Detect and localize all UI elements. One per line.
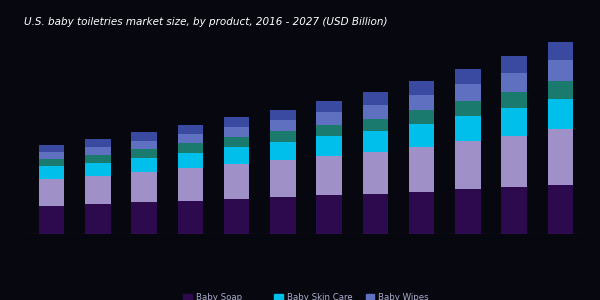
Bar (316, 125, 342, 136)
Bar (85, 147, 110, 155)
Bar (178, 153, 203, 168)
Legend: Baby Soap, Baby Shampoo, Baby Skin Care, Baby Hair Care, Baby Wipes, Others: Baby Soap, Baby Shampoo, Baby Skin Care,… (179, 290, 433, 300)
Bar (178, 134, 203, 143)
Bar (362, 131, 388, 152)
Bar (409, 147, 434, 192)
Bar (270, 160, 296, 197)
Bar (502, 73, 527, 92)
Bar (39, 145, 64, 152)
Bar (39, 179, 64, 206)
Bar (224, 164, 250, 199)
Bar (548, 99, 573, 129)
Bar (502, 108, 527, 136)
Bar (39, 166, 64, 179)
Bar (316, 156, 342, 195)
Bar (224, 127, 250, 137)
Bar (316, 101, 342, 112)
Bar (85, 163, 110, 176)
Bar (362, 152, 388, 194)
Bar (455, 116, 481, 141)
Bar (455, 68, 481, 84)
Bar (131, 172, 157, 202)
Bar (548, 60, 573, 81)
Bar (224, 147, 250, 164)
Bar (85, 139, 110, 147)
Bar (270, 197, 296, 234)
Bar (455, 84, 481, 101)
Bar (455, 101, 481, 116)
Bar (270, 142, 296, 160)
Bar (178, 125, 203, 134)
Bar (316, 136, 342, 156)
Bar (455, 141, 481, 190)
Bar (409, 124, 434, 147)
Bar (548, 184, 573, 234)
Bar (270, 120, 296, 131)
Bar (362, 119, 388, 131)
Bar (270, 131, 296, 142)
Bar (224, 199, 250, 234)
Bar (178, 143, 203, 153)
Bar (178, 168, 203, 201)
Bar (502, 56, 527, 73)
Bar (131, 141, 157, 149)
Bar (131, 132, 157, 141)
Bar (39, 206, 64, 234)
Text: U.S. baby toiletries market size, by product, 2016 - 2027 (USD Billion): U.S. baby toiletries market size, by pro… (24, 17, 388, 27)
Bar (548, 129, 573, 184)
Bar (224, 137, 250, 147)
Bar (270, 110, 296, 120)
Bar (455, 190, 481, 234)
Bar (85, 204, 110, 234)
Bar (502, 187, 527, 234)
Bar (178, 201, 203, 234)
Bar (131, 158, 157, 172)
Bar (131, 149, 157, 158)
Bar (502, 92, 527, 108)
Bar (224, 117, 250, 127)
Bar (85, 176, 110, 204)
Bar (548, 81, 573, 99)
Bar (131, 202, 157, 234)
Bar (85, 155, 110, 163)
Bar (409, 95, 434, 110)
Bar (362, 92, 388, 105)
Bar (362, 194, 388, 234)
Bar (39, 152, 64, 159)
Bar (409, 110, 434, 124)
Bar (362, 105, 388, 119)
Bar (409, 80, 434, 95)
Bar (548, 42, 573, 60)
Bar (316, 112, 342, 125)
Bar (316, 195, 342, 234)
Bar (409, 192, 434, 234)
Bar (39, 159, 64, 166)
Bar (502, 136, 527, 187)
